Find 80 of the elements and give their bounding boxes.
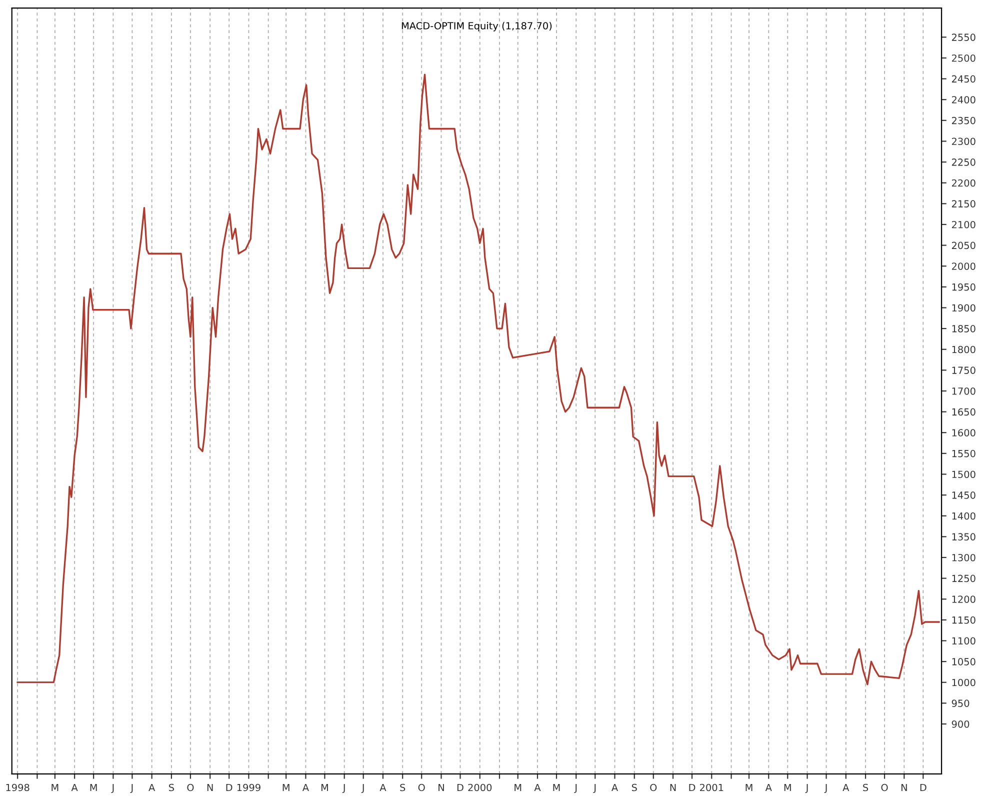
x-tick-label: N xyxy=(901,784,907,792)
y-tick-label: 2550 xyxy=(952,34,976,41)
y-tick-label: 1100 xyxy=(952,637,976,645)
x-tick-label: S xyxy=(632,784,637,792)
y-tick-label: 2400 xyxy=(952,96,976,104)
x-tick-label: S xyxy=(169,784,174,792)
y-tick-label: 2350 xyxy=(952,116,976,124)
y-tick-label: 1600 xyxy=(952,429,976,436)
x-tick-label: M xyxy=(746,784,752,792)
x-tick-label: 1999 xyxy=(237,784,260,792)
y-tick-label: 1250 xyxy=(952,574,976,582)
x-tick-label: A xyxy=(842,784,850,792)
x-tick-label: O xyxy=(418,784,425,792)
x-tick-label: N xyxy=(207,784,213,792)
x-tick-label: D xyxy=(920,784,926,792)
y-tick-label: 2450 xyxy=(952,75,976,83)
x-tick-label: J xyxy=(574,784,577,793)
x-tick-label: O xyxy=(187,784,194,792)
x-tick-label: D xyxy=(226,784,232,792)
x-tick-label: S xyxy=(863,784,868,792)
x-tick-label: 1998 xyxy=(6,784,30,792)
y-tick-label: 1200 xyxy=(952,596,976,603)
x-tick-label: A xyxy=(534,784,541,792)
x-tick-label: M xyxy=(553,784,560,792)
x-tick-label: J xyxy=(111,784,114,793)
x-tick-label: A xyxy=(765,784,772,792)
y-tick-label: 1850 xyxy=(952,325,976,332)
y-tick-label: 1650 xyxy=(952,408,976,416)
y-tick-label: 1450 xyxy=(952,492,976,499)
y-tick-label: 1050 xyxy=(952,658,976,666)
x-tick-label: J xyxy=(824,784,827,793)
y-tick-label: 2150 xyxy=(952,200,976,208)
y-tick-label: 2100 xyxy=(952,220,976,228)
x-tick-label: J xyxy=(805,784,808,793)
x-tick-label: N xyxy=(438,784,444,792)
x-tick-label: O xyxy=(881,784,888,792)
x-tick-label: A xyxy=(380,784,386,792)
text: MACD-OPTIM Equity (1,187.70) xyxy=(402,22,552,32)
x-tick-label: M xyxy=(514,784,522,792)
x-tick-label: M xyxy=(90,784,97,792)
x-tick-label: A xyxy=(71,784,78,792)
y-tick-label: 1150 xyxy=(952,616,976,624)
x-tick-label: M xyxy=(321,784,328,792)
y-tick-label: 1550 xyxy=(952,450,976,458)
y-tick-label: 1700 xyxy=(952,387,976,395)
y-tick-label: 1000 xyxy=(952,678,976,686)
line-series xyxy=(16,74,940,686)
x-tick-label: M xyxy=(282,784,290,792)
x-tick-label: M xyxy=(52,784,58,792)
y-tick-label: 1800 xyxy=(952,346,976,354)
x-tick-label: M xyxy=(784,784,791,792)
x-tick-label: D xyxy=(457,784,464,792)
x-tick-label: 2000 xyxy=(468,784,492,792)
x-tick-label: O xyxy=(650,784,657,792)
x-tick-label: 2001 xyxy=(700,784,724,792)
y-tick-label: 2500 xyxy=(952,54,976,62)
x-tick-label: J xyxy=(593,784,596,793)
y-tick-label: 2200 xyxy=(952,179,976,187)
y-tick-label: 2000 xyxy=(952,262,976,270)
y-tick-label: 2250 xyxy=(952,158,976,166)
x-tick-label: J xyxy=(342,784,345,793)
y-tick-label: 1900 xyxy=(952,304,976,312)
y-tick-label: 1350 xyxy=(952,533,976,540)
x-tick-label: J xyxy=(130,784,133,793)
y-tick-label: 1400 xyxy=(952,512,976,520)
y-tick-label: 1300 xyxy=(952,554,976,562)
x-tick-label: A xyxy=(148,784,156,792)
y-tick-label: 1500 xyxy=(952,470,976,478)
x-tick-label: A xyxy=(302,784,309,792)
y-tick-label: 2050 xyxy=(952,242,976,250)
x-tick-label: A xyxy=(612,784,618,792)
y-tick-label: 1750 xyxy=(952,366,976,374)
y-tick-label: 1950 xyxy=(952,283,976,291)
x-tick-label: N xyxy=(670,784,676,792)
y-tick-label: 900 xyxy=(952,720,970,728)
y-tick-label: 2300 xyxy=(952,138,976,146)
y-tick-label: 950 xyxy=(952,700,970,707)
x-tick-label: D xyxy=(689,784,696,792)
x-tick-label: J xyxy=(361,784,364,793)
x-tick-label: S xyxy=(400,784,406,792)
